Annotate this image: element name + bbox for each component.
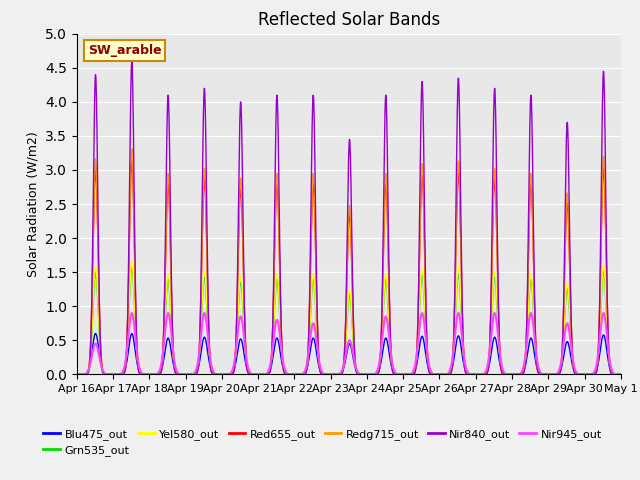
Line: Redg715_out: Redg715_out: [77, 149, 621, 374]
Grn535_out: [617, 372, 625, 377]
Line: Blu475_out: Blu475_out: [77, 334, 621, 374]
Blu475_out: [225, 372, 232, 377]
Nir840_out: [617, 372, 625, 377]
Title: Reflected Solar Bands: Reflected Solar Bands: [258, 11, 440, 29]
Grn535_out: [508, 372, 515, 377]
Grn535_out: [73, 372, 81, 377]
Nir945_out: [225, 371, 232, 377]
Nir840_out: [508, 372, 515, 377]
Nir840_out: [73, 372, 81, 377]
Yel580_out: [617, 372, 625, 377]
Redg715_out: [570, 363, 577, 369]
Redg715_out: [73, 372, 81, 377]
Nir945_out: [507, 372, 515, 377]
Yel580_out: [327, 372, 335, 377]
Redg715_out: [584, 372, 592, 377]
Text: SW_arable: SW_arable: [88, 44, 161, 57]
Grn535_out: [377, 354, 385, 360]
Blu475_out: [584, 372, 592, 377]
Nir840_out: [225, 372, 232, 377]
Legend: Blu475_out, Grn535_out, Yel580_out, Red655_out, Redg715_out, Nir840_out, Nir945_: Blu475_out, Grn535_out, Yel580_out, Red6…: [39, 424, 606, 460]
Grn535_out: [128, 265, 136, 271]
Blu475_out: [73, 372, 81, 377]
Nir840_out: [365, 372, 372, 377]
Grn535_out: [225, 372, 232, 377]
Blu475_out: [617, 372, 625, 377]
Blu475_out: [92, 331, 99, 336]
Nir945_out: [73, 372, 81, 377]
Red655_out: [617, 372, 625, 377]
Line: Yel580_out: Yel580_out: [77, 262, 621, 374]
Nir840_out: [128, 58, 136, 64]
Nir840_out: [377, 351, 385, 357]
Grn535_out: [570, 363, 577, 369]
Blu475_out: [327, 372, 335, 377]
Redg715_out: [365, 372, 372, 377]
Blu475_out: [508, 372, 515, 377]
Nir840_out: [327, 372, 335, 377]
Blu475_out: [570, 365, 577, 371]
Blu475_out: [377, 361, 385, 367]
Line: Grn535_out: Grn535_out: [77, 268, 621, 374]
Red655_out: [584, 372, 592, 377]
Yel580_out: [377, 353, 385, 359]
Redg715_out: [225, 372, 232, 377]
Red655_out: [508, 372, 515, 377]
Red655_out: [73, 372, 81, 377]
Red655_out: [570, 360, 577, 365]
Redg715_out: [128, 146, 136, 152]
Nir840_out: [584, 372, 592, 377]
Grn535_out: [584, 372, 592, 377]
Red655_out: [377, 346, 385, 351]
Nir945_out: [584, 372, 592, 377]
Redg715_out: [327, 372, 335, 377]
Red655_out: [225, 372, 232, 377]
Yel580_out: [365, 372, 372, 377]
Grn535_out: [327, 372, 335, 377]
Blu475_out: [365, 372, 372, 377]
Nir945_out: [617, 372, 625, 377]
Nir945_out: [376, 352, 384, 358]
Nir945_out: [128, 310, 136, 316]
Yel580_out: [584, 372, 592, 377]
Red655_out: [327, 372, 335, 377]
Grn535_out: [365, 372, 372, 377]
Yel580_out: [73, 372, 81, 377]
Red655_out: [128, 158, 136, 164]
Yel580_out: [508, 372, 515, 377]
Y-axis label: Solar Radiation (W/m2): Solar Radiation (W/m2): [26, 131, 40, 277]
Yel580_out: [570, 362, 577, 368]
Line: Nir945_out: Nir945_out: [77, 313, 621, 374]
Line: Red655_out: Red655_out: [77, 161, 621, 374]
Nir840_out: [570, 364, 577, 370]
Line: Nir840_out: Nir840_out: [77, 61, 621, 374]
Yel580_out: [128, 259, 136, 264]
Yel580_out: [225, 372, 232, 377]
Red655_out: [365, 372, 372, 377]
Nir945_out: [569, 357, 577, 363]
Redg715_out: [508, 372, 515, 377]
Redg715_out: [617, 372, 625, 377]
Redg715_out: [377, 351, 385, 357]
Nir945_out: [365, 372, 372, 377]
